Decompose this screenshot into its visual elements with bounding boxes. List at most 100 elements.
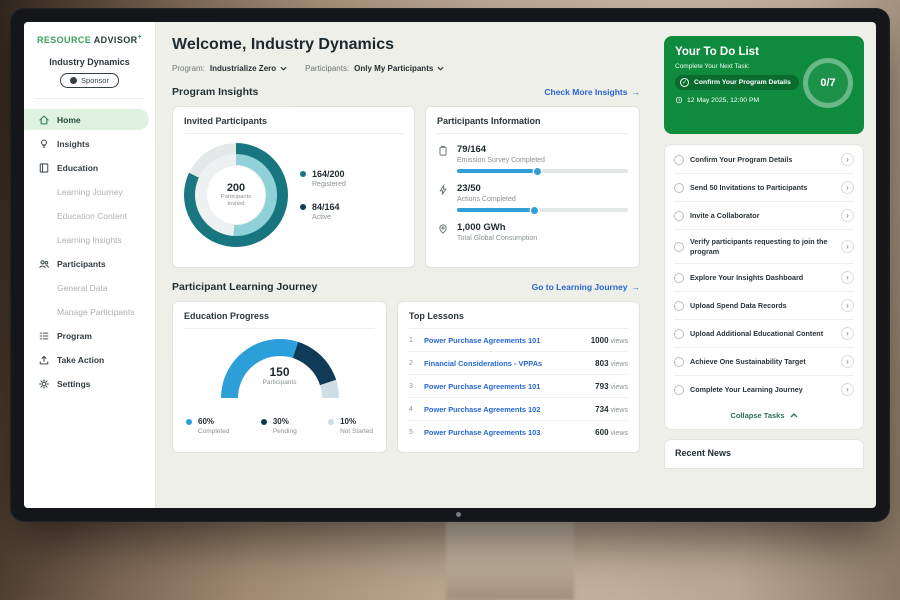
learning-journey-header: Participant Learning Journey Go to Learn… [172,281,640,293]
bulb-icon [38,138,50,150]
chevron-right-icon[interactable]: › [841,209,854,222]
nav-label: Take Action [57,354,105,365]
lesson-title-link[interactable]: Power Purchase Agreements 103 [424,427,541,437]
task-checkbox[interactable] [674,241,684,252]
info-value: 23/50 [457,183,481,194]
sidebar-nav: Home Insights Education Learning Journey… [24,109,155,394]
task-checkbox[interactable] [674,210,684,221]
legend-dot-active [300,204,306,210]
chevron-right-icon[interactable]: › [841,153,854,166]
lesson-title-link[interactable]: Power Purchase Agreements 102 [424,404,541,414]
sidebar-item-manage-participants[interactable]: Manage Participants [24,301,149,322]
arrow-right-icon: → [631,282,641,292]
lesson-title-link[interactable]: Power Purchase Agreements 101 [424,335,541,345]
lesson-title-link[interactable]: Financial Considerations - VPPAs [424,358,543,368]
task-row[interactable]: Explore Your Insights Dashboard › [674,264,854,293]
task-row[interactable]: Send 50 Invitations to Participants › [674,174,854,202]
task-checkbox[interactable] [674,154,684,165]
sidebar-item-education-content[interactable]: Education Content [24,205,149,226]
task-row[interactable]: Upload Additional Educational Content › [674,320,854,349]
info-row-actions: 23/50 Actions Completed [437,183,628,214]
chevron-right-icon[interactable]: › [841,299,854,313]
task-checkbox[interactable] [674,356,684,367]
nav-label: Learning Journey [57,186,123,197]
sidebar-item-learning-journey[interactable]: Learning Journey [24,181,149,202]
lesson-title-link[interactable]: Power Purchase Agreements 101 [424,381,541,391]
actions-progress-bar [457,206,628,214]
views-suffix: views [610,406,628,414]
chevron-right-icon[interactable]: › [841,355,854,369]
check-more-insights-link[interactable]: Check More Insights → [544,87,640,97]
task-row[interactable]: Upload Spend Data Records › [674,292,854,321]
sidebar-item-take-action[interactable]: Take Action [24,349,149,370]
people-icon [38,258,50,270]
todo-panel: Your To Do List Complete Your Next Task:… [654,22,876,508]
program-filter-label: Program: [172,64,205,73]
task-label: Complete Your Learning Journey [690,385,803,395]
lesson-row[interactable]: 2 Financial Considerations - VPPAs 803 v… [409,352,628,375]
legend-label: Pending [272,428,297,435]
sidebar-item-settings[interactable]: Settings [24,373,149,394]
sidebar-item-home[interactable]: Home [24,109,149,130]
section-title: Program Insights [172,86,259,98]
lesson-row[interactable]: 4 Power Purchase Agreements 102 734 view… [409,398,628,421]
task-label: Invite a Collaborator [690,210,760,220]
due-date: 12 May 2025, 12:00 PM [687,96,760,104]
education-progress-card: Education Progress 150 Participants [172,301,387,453]
views-count: 803 [595,358,609,368]
task-row[interactable]: Invite a Collaborator › [674,202,854,230]
legend-value: 60% [198,417,215,426]
lesson-row[interactable]: 1 Power Purchase Agreements 101 1000 vie… [409,329,628,352]
sidebar-item-participants[interactable]: Participants [24,253,149,274]
info-label: Total Global Consumption [457,235,538,242]
sidebar-item-program[interactable]: Program [24,325,149,346]
task-checkbox[interactable] [674,328,684,339]
program-insights-header: Program Insights Check More Insights → [172,86,640,98]
task-row[interactable]: Confirm Your Program Details › [674,146,854,174]
sidebar-item-education[interactable]: Education [24,157,149,178]
program-filter-select[interactable]: Industrialize Zero [210,64,287,73]
donut-center-value: 200 [226,181,246,194]
lesson-rank: 3 [409,382,413,390]
chevron-right-icon[interactable]: › [841,271,854,285]
gauge-center-value: 150 [269,365,290,379]
legend-dot-registered [300,171,306,177]
views-count: 1000 [590,335,609,345]
monitor-stand [446,516,574,600]
legend-dot-completed [186,419,192,425]
go-to-learning-journey-link[interactable]: Go to Learning Journey → [532,282,640,292]
sidebar-item-insights[interactable]: Insights [24,133,149,154]
chevron-right-icon[interactable]: › [841,383,854,397]
learning-cards-row: Education Progress 150 Participants [172,301,640,453]
lesson-row[interactable]: 5 Power Purchase Agreements 103 600 view… [409,421,628,443]
task-checkbox[interactable] [674,272,684,283]
invited-donut: 200 Participants Invited [184,143,288,247]
participants-filter-select[interactable]: Only My Participants [354,64,444,73]
sponsor-badge[interactable]: Sponsor [60,73,119,88]
info-row-consumption: 1,000 GWh Total Global Consumption [437,222,628,242]
sidebar-item-general-data[interactable]: General Data [24,277,149,298]
invited-participants-card: Invited Participants 200 Participants In… [172,106,415,268]
legend-label: Active [312,214,332,221]
sidebar-item-learning-insights[interactable]: Learning Insights [24,229,149,250]
views-count: 734 [595,404,609,414]
collapse-tasks-button[interactable]: Collapse Tasks [674,403,854,428]
next-task-pill[interactable]: ✓ Confirm Your Program Details [675,75,799,90]
task-row[interactable]: Achieve One Sustainability Target › [674,348,854,377]
main-content: Welcome, Industry Dynamics Program: Indu… [156,22,654,508]
chevron-right-icon[interactable]: › [841,327,854,341]
sponsor-badge-label: Sponsor [81,76,109,85]
app-logo: RESOURCE ADVISOR+ [24,34,155,45]
lesson-row[interactable]: 3 Power Purchase Agreements 101 793 view… [409,375,628,398]
nav-label: Education [57,162,99,173]
book-icon [38,162,50,174]
task-row[interactable]: Complete Your Learning Journey › [674,376,854,403]
task-row[interactable]: Verify participants requesting to join t… [674,230,854,265]
task-label: Upload Spend Data Records [690,301,787,311]
task-label: Verify participants requesting to join t… [690,237,828,256]
task-checkbox[interactable] [674,182,684,193]
chevron-right-icon[interactable]: › [841,240,854,254]
task-checkbox[interactable] [674,300,684,311]
chevron-right-icon[interactable]: › [841,181,854,194]
task-checkbox[interactable] [674,384,684,395]
